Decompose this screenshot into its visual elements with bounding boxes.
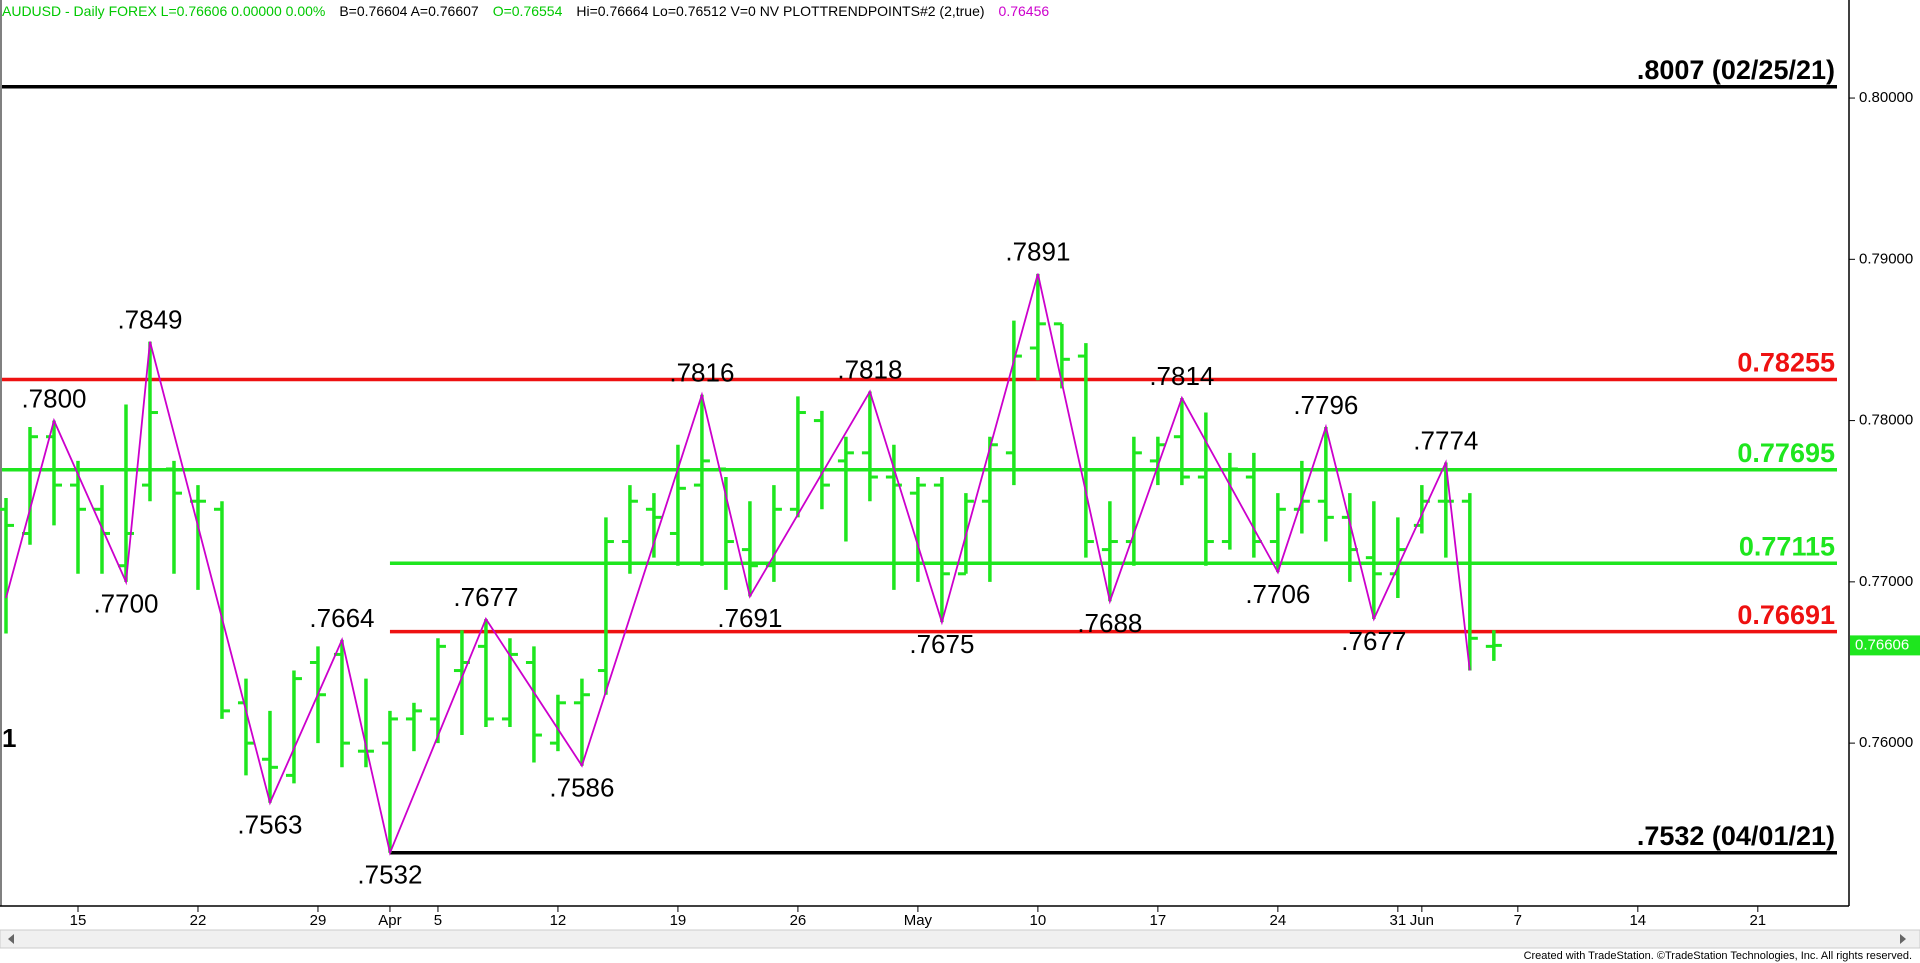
level-label: 0.78255 xyxy=(1737,348,1835,378)
header-segment: O=0.76554 xyxy=(493,3,563,19)
trend-point-label: .7816 xyxy=(669,358,734,388)
trend-point-label: .7688 xyxy=(1077,608,1142,638)
header-segment: 0.76456 xyxy=(999,3,1050,19)
trend-point-label: .7677 xyxy=(1341,626,1406,656)
x-tick-label: 17 xyxy=(1150,912,1167,929)
x-tick-label: 14 xyxy=(1629,912,1646,929)
scroll-right[interactable] xyxy=(1900,934,1906,944)
trend-point-label: .7818 xyxy=(837,354,902,384)
level-label: .7532 (04/01/21) xyxy=(1637,821,1835,851)
x-tick-label: 10 xyxy=(1030,912,1047,929)
trend-point-label: .7691 xyxy=(717,603,782,633)
header: AUDUSD - Daily FOREX L=0.76606 0.00000 0… xyxy=(2,3,1049,19)
trend-point-label: .7706 xyxy=(1245,579,1310,609)
x-tick-label: 7 xyxy=(1514,912,1522,929)
x-tick-label: Apr xyxy=(378,912,401,929)
last-price-tag xyxy=(1850,635,1920,656)
x-tick-label: Jun xyxy=(1410,912,1434,929)
level-label: 0.77695 xyxy=(1737,438,1835,468)
trend-point-label: .7891 xyxy=(1005,237,1070,267)
trend-line xyxy=(5,273,1471,856)
x-tick-label: May xyxy=(904,912,933,929)
header-segment: AUDUSD - Daily FOREX L=0.76606 0.00000 0… xyxy=(2,3,325,19)
x-tick-label: 22 xyxy=(190,912,207,929)
trend-point-label: .7800 xyxy=(21,383,86,413)
trend-point-label: .7563 xyxy=(237,810,302,840)
trend-point-label: .7677 xyxy=(453,582,518,612)
y-tick-label: 0.77000 xyxy=(1859,573,1913,590)
x-tick-label: 5 xyxy=(434,912,442,929)
x-tick-label: 15 xyxy=(70,912,87,929)
scroll-left[interactable] xyxy=(8,934,14,944)
header-segment: B=0.76604 A=0.76607 xyxy=(339,3,479,19)
y-tick-label: 0.80000 xyxy=(1859,89,1913,106)
header-segment: Hi=0.76664 Lo=0.76512 V=0 NV PLOTTRENDPO… xyxy=(576,3,984,19)
scrollbar[interactable] xyxy=(0,929,1920,949)
trend-point-label: .7700 xyxy=(93,589,158,619)
level-label: 0.76691 xyxy=(1737,600,1835,630)
trend-point-label: .7675 xyxy=(909,629,974,659)
annotation: 1 xyxy=(2,723,16,753)
x-tick-label: 29 xyxy=(310,912,327,929)
trend-point-label: .7814 xyxy=(1149,361,1214,391)
trend-point-label: .7664 xyxy=(309,603,374,633)
trend-point-label: .7849 xyxy=(117,304,182,334)
trend-point-label: .7586 xyxy=(549,773,614,803)
y-tick-label: 0.79000 xyxy=(1859,250,1913,267)
footer: Created with TradeStation. ©TradeStation… xyxy=(1524,950,1912,962)
x-tick-label: 19 xyxy=(670,912,687,929)
trend-point-label: .7532 xyxy=(357,860,422,890)
trend-point-label: .7796 xyxy=(1293,390,1358,420)
x-tick-label: 21 xyxy=(1749,912,1766,929)
level-label: 0.77115 xyxy=(1739,531,1835,561)
level-label: .8007 (02/25/21) xyxy=(1637,55,1835,85)
y-tick-label: 0.76000 xyxy=(1859,734,1913,751)
x-tick-label: 24 xyxy=(1270,912,1287,929)
trend-point-label: .7774 xyxy=(1413,425,1478,455)
x-tick-label: 26 xyxy=(790,912,807,929)
x-tick-label: 12 xyxy=(550,912,567,929)
y-tick-label: 0.78000 xyxy=(1859,412,1913,429)
last-price-label: 0.76606 xyxy=(1855,636,1909,653)
x-tick-label: 31 xyxy=(1390,912,1407,929)
